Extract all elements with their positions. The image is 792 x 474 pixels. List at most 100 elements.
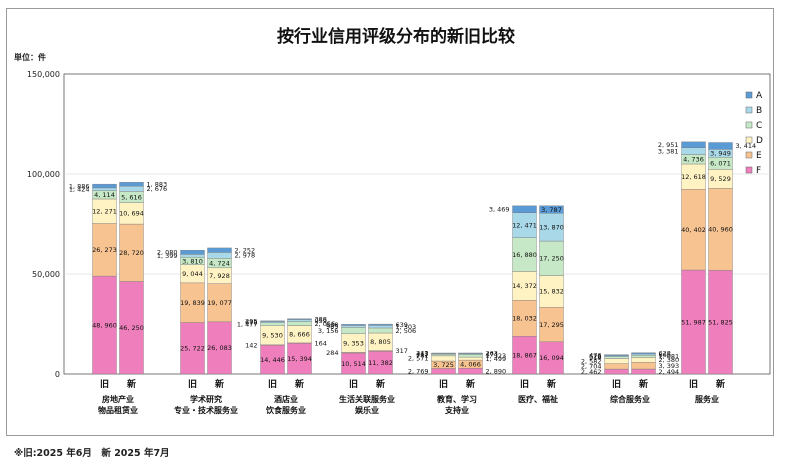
bar-segment-e (180, 282, 205, 323)
segment-value-label: 19, 839 (180, 299, 205, 307)
segment-value-label: 1, 303 (396, 323, 417, 331)
segment-value-label: 2, 676 (147, 185, 168, 193)
segment-value-label: 6, 071 (710, 160, 731, 168)
segment-value-label: 9, 530 (262, 332, 283, 340)
plot-area (63, 73, 771, 375)
bar-segment-a (604, 354, 629, 356)
bar-segment-f (180, 322, 205, 375)
bar-segment-a (458, 352, 483, 354)
bar-segment-a (119, 182, 144, 187)
segment-value-label: 3, 787 (541, 206, 562, 214)
legend-label: A (756, 91, 763, 101)
bar-segment-b (287, 319, 312, 322)
bar-segment-e (631, 362, 656, 370)
bar-tag-label: 旧 (100, 378, 109, 390)
segment-value-label: 2, 571 (408, 355, 429, 363)
segment-value-label: 18, 032 (512, 315, 537, 323)
segment-value-label: 15, 832 (539, 288, 564, 296)
bar-tag-label: 旧 (689, 378, 698, 390)
segment-value-label: 3, 725 (433, 361, 454, 369)
segment-value-label: 40, 960 (708, 226, 733, 234)
bar-segment-c (458, 354, 483, 358)
bar-segment-e (92, 223, 117, 277)
segment-value-label: 317 (396, 347, 408, 355)
segment-value-label: 15, 394 (287, 355, 312, 363)
bar-segment-c (260, 322, 285, 326)
bar-segment-e (539, 307, 564, 343)
bar-segment-a (260, 320, 285, 322)
bar-segment-e (512, 300, 537, 337)
bar-segment-f (207, 321, 232, 375)
bar-segment-d (458, 356, 483, 361)
segment-value-label: 1, 499 (486, 355, 507, 363)
segment-value-label: 9, 044 (182, 270, 203, 278)
segment-value-label: 2, 252 (235, 246, 256, 254)
segment-value-label: 3, 414 (736, 142, 757, 150)
bar-tag-label: 新 (639, 378, 648, 390)
bar-segment-d (92, 198, 117, 224)
bar-segment-e (119, 223, 144, 282)
segment-value-label: 914 (589, 354, 601, 362)
segment-value-label: 51, 987 (681, 318, 706, 326)
segment-value-label: 526 (589, 352, 601, 360)
bar-segment-f (512, 336, 537, 375)
bar-segment-a (368, 323, 393, 326)
segment-value-label: 14, 446 (260, 356, 285, 364)
unit-label: 単位：件 (14, 53, 46, 62)
segment-value-label: 46, 250 (119, 324, 144, 332)
legend-swatch (745, 121, 753, 129)
segment-value-label: 2, 582 (581, 357, 602, 365)
segment-value-label: 1, 399 (157, 252, 178, 260)
segment-value-label: 8, 666 (289, 331, 310, 339)
bar-segment-f (681, 269, 706, 375)
bar-segment-c (512, 237, 537, 272)
segment-value-label: 13, 870 (539, 223, 564, 231)
y-tick-label: 100,000 (27, 170, 60, 179)
segment-value-label: 40, 402 (681, 226, 706, 234)
bar-tag-label: 新 (376, 378, 385, 390)
segment-value-label: 19, 077 (207, 299, 232, 307)
bar-tag-label: 新 (127, 378, 136, 390)
legend-label: D (756, 136, 763, 146)
bar-tag-label: 旧 (188, 378, 197, 390)
segment-value-label: 3, 469 (489, 206, 510, 214)
segment-value-label: 2, 462 (581, 368, 602, 376)
y-tick-label: 0 (55, 370, 60, 379)
bar-segment-d (681, 163, 706, 190)
bar-segment-e (708, 188, 733, 271)
segment-value-label: 295 (245, 317, 257, 325)
bar-segment-d (431, 355, 456, 362)
segment-value-label: 628 (659, 350, 671, 358)
category-label: 饮食服务业 (265, 405, 306, 415)
segment-value-label: 2, 769 (408, 368, 429, 376)
segment-value-label: 2, 506 (396, 327, 417, 335)
bar-segment-a (708, 142, 733, 150)
segment-value-label: 2, 704 (581, 363, 602, 371)
bar-segment-e (604, 363, 629, 370)
category-label: 医疗、福祉 (518, 394, 558, 404)
segment-value-label: 2, 080 (157, 249, 178, 257)
segment-value-label: 25, 722 (180, 345, 205, 353)
bar-segment-d (604, 358, 629, 364)
bar-segment-c (631, 355, 656, 358)
category-label: 专业・技术服务业 (174, 405, 238, 415)
bar-segment-a (287, 318, 312, 320)
category-label: 酒店业 (274, 394, 298, 404)
bar-segment-b (92, 187, 117, 191)
bar-tag-label: 新 (716, 378, 725, 390)
bar-segment-c (341, 327, 366, 334)
bar-tag-label: 旧 (268, 378, 277, 390)
segment-value-label: 26, 273 (92, 246, 117, 254)
segment-value-label: 10, 514 (341, 360, 366, 368)
bar-tag-label: 新 (295, 378, 304, 390)
segment-value-label: 1, 477 (237, 321, 258, 329)
legend-label: C (756, 121, 762, 131)
segment-value-label: 11, 382 (368, 359, 393, 367)
segment-value-label: 665 (659, 351, 671, 359)
segment-value-label: 2, 494 (659, 368, 680, 376)
segment-value-label: 16, 880 (512, 251, 537, 259)
segment-value-label: 985 (326, 323, 338, 331)
bar-segment-b (260, 321, 285, 324)
category-label: 学术研究 (190, 394, 222, 404)
